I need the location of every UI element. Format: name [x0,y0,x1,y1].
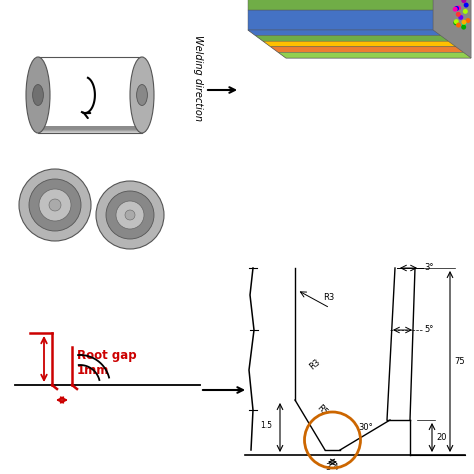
Polygon shape [38,129,142,133]
Polygon shape [38,127,142,130]
Polygon shape [38,128,142,132]
Polygon shape [248,0,433,30]
Polygon shape [38,128,142,131]
Text: R3: R3 [308,358,322,372]
Circle shape [465,18,471,23]
Circle shape [453,20,458,25]
Text: R3: R3 [323,293,334,302]
Polygon shape [38,126,142,130]
Polygon shape [271,47,464,53]
Circle shape [463,9,468,14]
Text: 5°: 5° [424,326,433,335]
Circle shape [456,23,461,27]
Circle shape [456,12,461,17]
Ellipse shape [125,210,135,220]
Circle shape [458,15,463,20]
Polygon shape [38,126,142,129]
Polygon shape [38,128,142,131]
Polygon shape [38,128,142,132]
Ellipse shape [116,201,144,229]
Polygon shape [38,126,142,130]
Ellipse shape [19,169,91,241]
Ellipse shape [26,57,50,133]
Text: 30°: 30° [358,423,373,432]
Polygon shape [38,129,142,133]
Text: R5: R5 [315,403,329,417]
Circle shape [461,0,466,3]
Polygon shape [38,128,142,132]
Polygon shape [248,10,433,30]
Polygon shape [248,30,441,36]
Polygon shape [38,127,142,131]
Text: 3°: 3° [424,264,434,273]
Polygon shape [38,127,142,131]
Circle shape [462,21,466,26]
Polygon shape [38,127,142,130]
Ellipse shape [130,57,154,133]
Circle shape [454,6,459,11]
Circle shape [453,7,458,12]
Polygon shape [38,127,142,130]
Ellipse shape [96,181,164,249]
Text: 1.5: 1.5 [260,420,272,429]
Polygon shape [278,53,471,58]
Circle shape [456,6,461,10]
Text: 3-4: 3-4 [326,464,339,473]
Circle shape [464,2,469,8]
Text: 20: 20 [436,433,447,442]
Text: 75: 75 [454,357,465,366]
Polygon shape [433,0,471,58]
Polygon shape [255,36,448,41]
Polygon shape [263,41,456,47]
Ellipse shape [137,84,147,105]
Polygon shape [38,129,142,133]
Ellipse shape [39,189,71,221]
Polygon shape [248,0,433,10]
Polygon shape [38,126,142,129]
Ellipse shape [49,199,61,211]
Polygon shape [38,128,142,131]
Polygon shape [38,128,142,132]
Circle shape [454,19,459,24]
Ellipse shape [29,179,81,231]
Polygon shape [248,30,471,58]
Circle shape [461,20,466,25]
Text: Root gap
1mm: Root gap 1mm [77,349,137,377]
Ellipse shape [106,191,154,239]
Ellipse shape [33,84,44,105]
Polygon shape [38,128,142,132]
Text: Welding direction: Welding direction [193,35,203,121]
Circle shape [461,25,466,30]
